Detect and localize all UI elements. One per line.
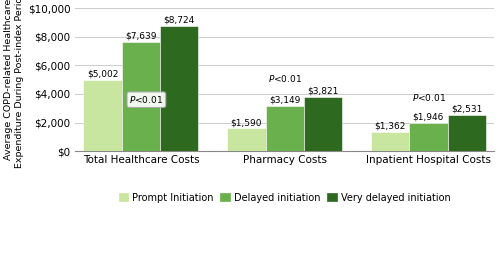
Bar [304,97,342,151]
Bar [371,132,409,151]
Bar [448,115,486,151]
Text: $2,531: $2,531 [451,105,482,114]
Text: $1,946: $1,946 [412,113,444,122]
Text: $7,639: $7,639 [125,32,156,40]
Text: $5,002: $5,002 [87,69,118,78]
Bar [266,106,304,151]
Text: $\mathit{P}$<0.01: $\mathit{P}$<0.01 [412,92,446,103]
Legend: Prompt Initiation, Delayed initiation, Very delayed initiation: Prompt Initiation, Delayed initiation, V… [114,189,454,206]
Bar [84,80,122,151]
Bar [409,123,448,151]
Text: $1,590: $1,590 [230,118,262,127]
Text: $3,149: $3,149 [269,96,300,105]
Text: $1,362: $1,362 [374,121,406,130]
Text: $\mathit{P}$<0.01: $\mathit{P}$<0.01 [268,73,302,84]
Text: $\mathit{P}$<0.01: $\mathit{P}$<0.01 [130,94,164,105]
Bar [227,128,266,151]
Y-axis label: Average COPD-related Healthcare
Expenditure During Post-index Period: Average COPD-related Healthcare Expendit… [4,0,24,168]
Bar [160,26,198,151]
Bar [122,42,160,151]
Text: $8,724: $8,724 [164,16,195,25]
Text: $3,821: $3,821 [308,86,338,95]
